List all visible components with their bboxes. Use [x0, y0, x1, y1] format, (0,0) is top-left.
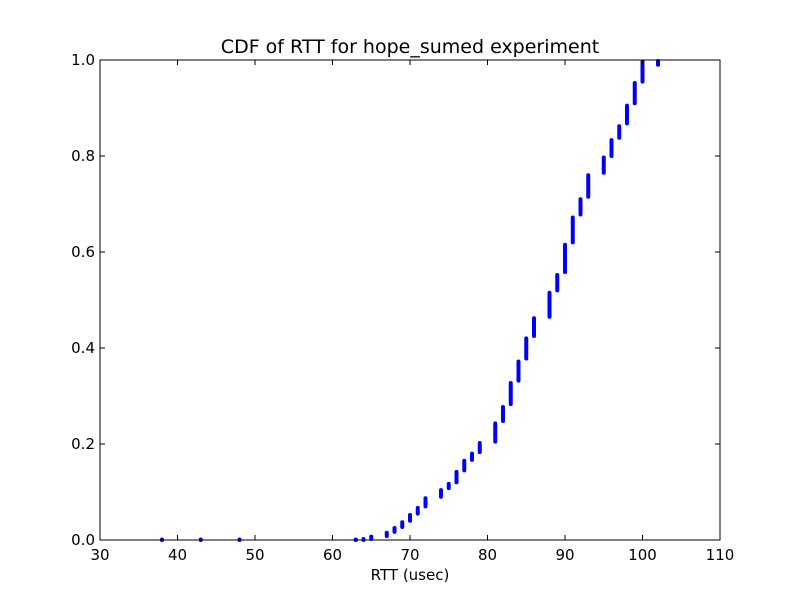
- x-tick-label: 100: [628, 546, 657, 564]
- y-tick-label: 0.8: [71, 147, 95, 165]
- x-tick-label: 70: [400, 546, 419, 564]
- x-tick-label: 110: [706, 546, 735, 564]
- plot-frame: [99, 59, 721, 541]
- y-tick-label: 0.4: [71, 339, 95, 357]
- x-tick-label: 30: [90, 546, 109, 564]
- axis-ticks: 30 40 50 60 70 80 90 100 110 0.0 0.2 0.4 0.6 0.8 1.0: [71, 51, 734, 564]
- x-tick-label: 80: [478, 546, 497, 564]
- y-tick-label: 0.6: [71, 243, 95, 261]
- y-tick-label: 0.0: [71, 531, 95, 549]
- x-axis-label: RTT (usec): [371, 566, 450, 584]
- chart-title: CDF of RTT for hope_sumed experiment: [221, 36, 599, 58]
- y-tick-label: 0.2: [71, 435, 95, 453]
- x-tick-label: 40: [168, 546, 187, 564]
- x-tick-label: 50: [245, 546, 264, 564]
- data-series: [160, 58, 660, 542]
- y-tick-label: 1.0: [71, 51, 95, 69]
- x-tick-label: 90: [555, 546, 574, 564]
- x-tick-label: 60: [323, 546, 342, 564]
